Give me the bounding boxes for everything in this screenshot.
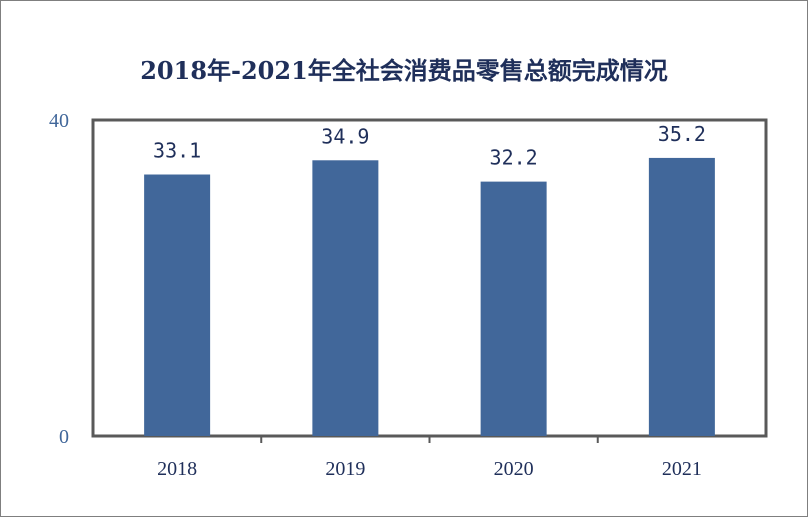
data-label-2018: 33.1	[153, 139, 201, 163]
bar-2018	[144, 174, 211, 436]
y-tick-label-0: 0	[59, 426, 69, 448]
x-tick-label-2020: 2020	[494, 458, 534, 480]
chart-title: 2018年-2021年全社会消费品零售总额完成情况	[140, 56, 668, 85]
x-tick-label-2018: 2018	[157, 458, 197, 480]
y-axis-labels: 0 40	[49, 110, 69, 448]
data-labels-group: 33.1 34.9 32.2 35.2	[153, 122, 706, 170]
bar-2020	[480, 181, 547, 436]
x-axis-labels: 2018 2019 2020 2021	[157, 458, 702, 480]
x-tick-label-2019: 2019	[325, 458, 365, 480]
y-tick-label-40: 40	[49, 110, 69, 132]
bars-group	[144, 157, 715, 437]
bar-2021	[648, 157, 715, 437]
data-label-2021: 35.2	[658, 122, 706, 146]
data-label-2019: 34.9	[321, 124, 369, 148]
x-tick-label-2021: 2021	[662, 458, 702, 480]
x-axis-ticks	[260, 436, 599, 443]
data-label-2020: 32.2	[490, 146, 538, 170]
bar-2019	[312, 160, 379, 437]
